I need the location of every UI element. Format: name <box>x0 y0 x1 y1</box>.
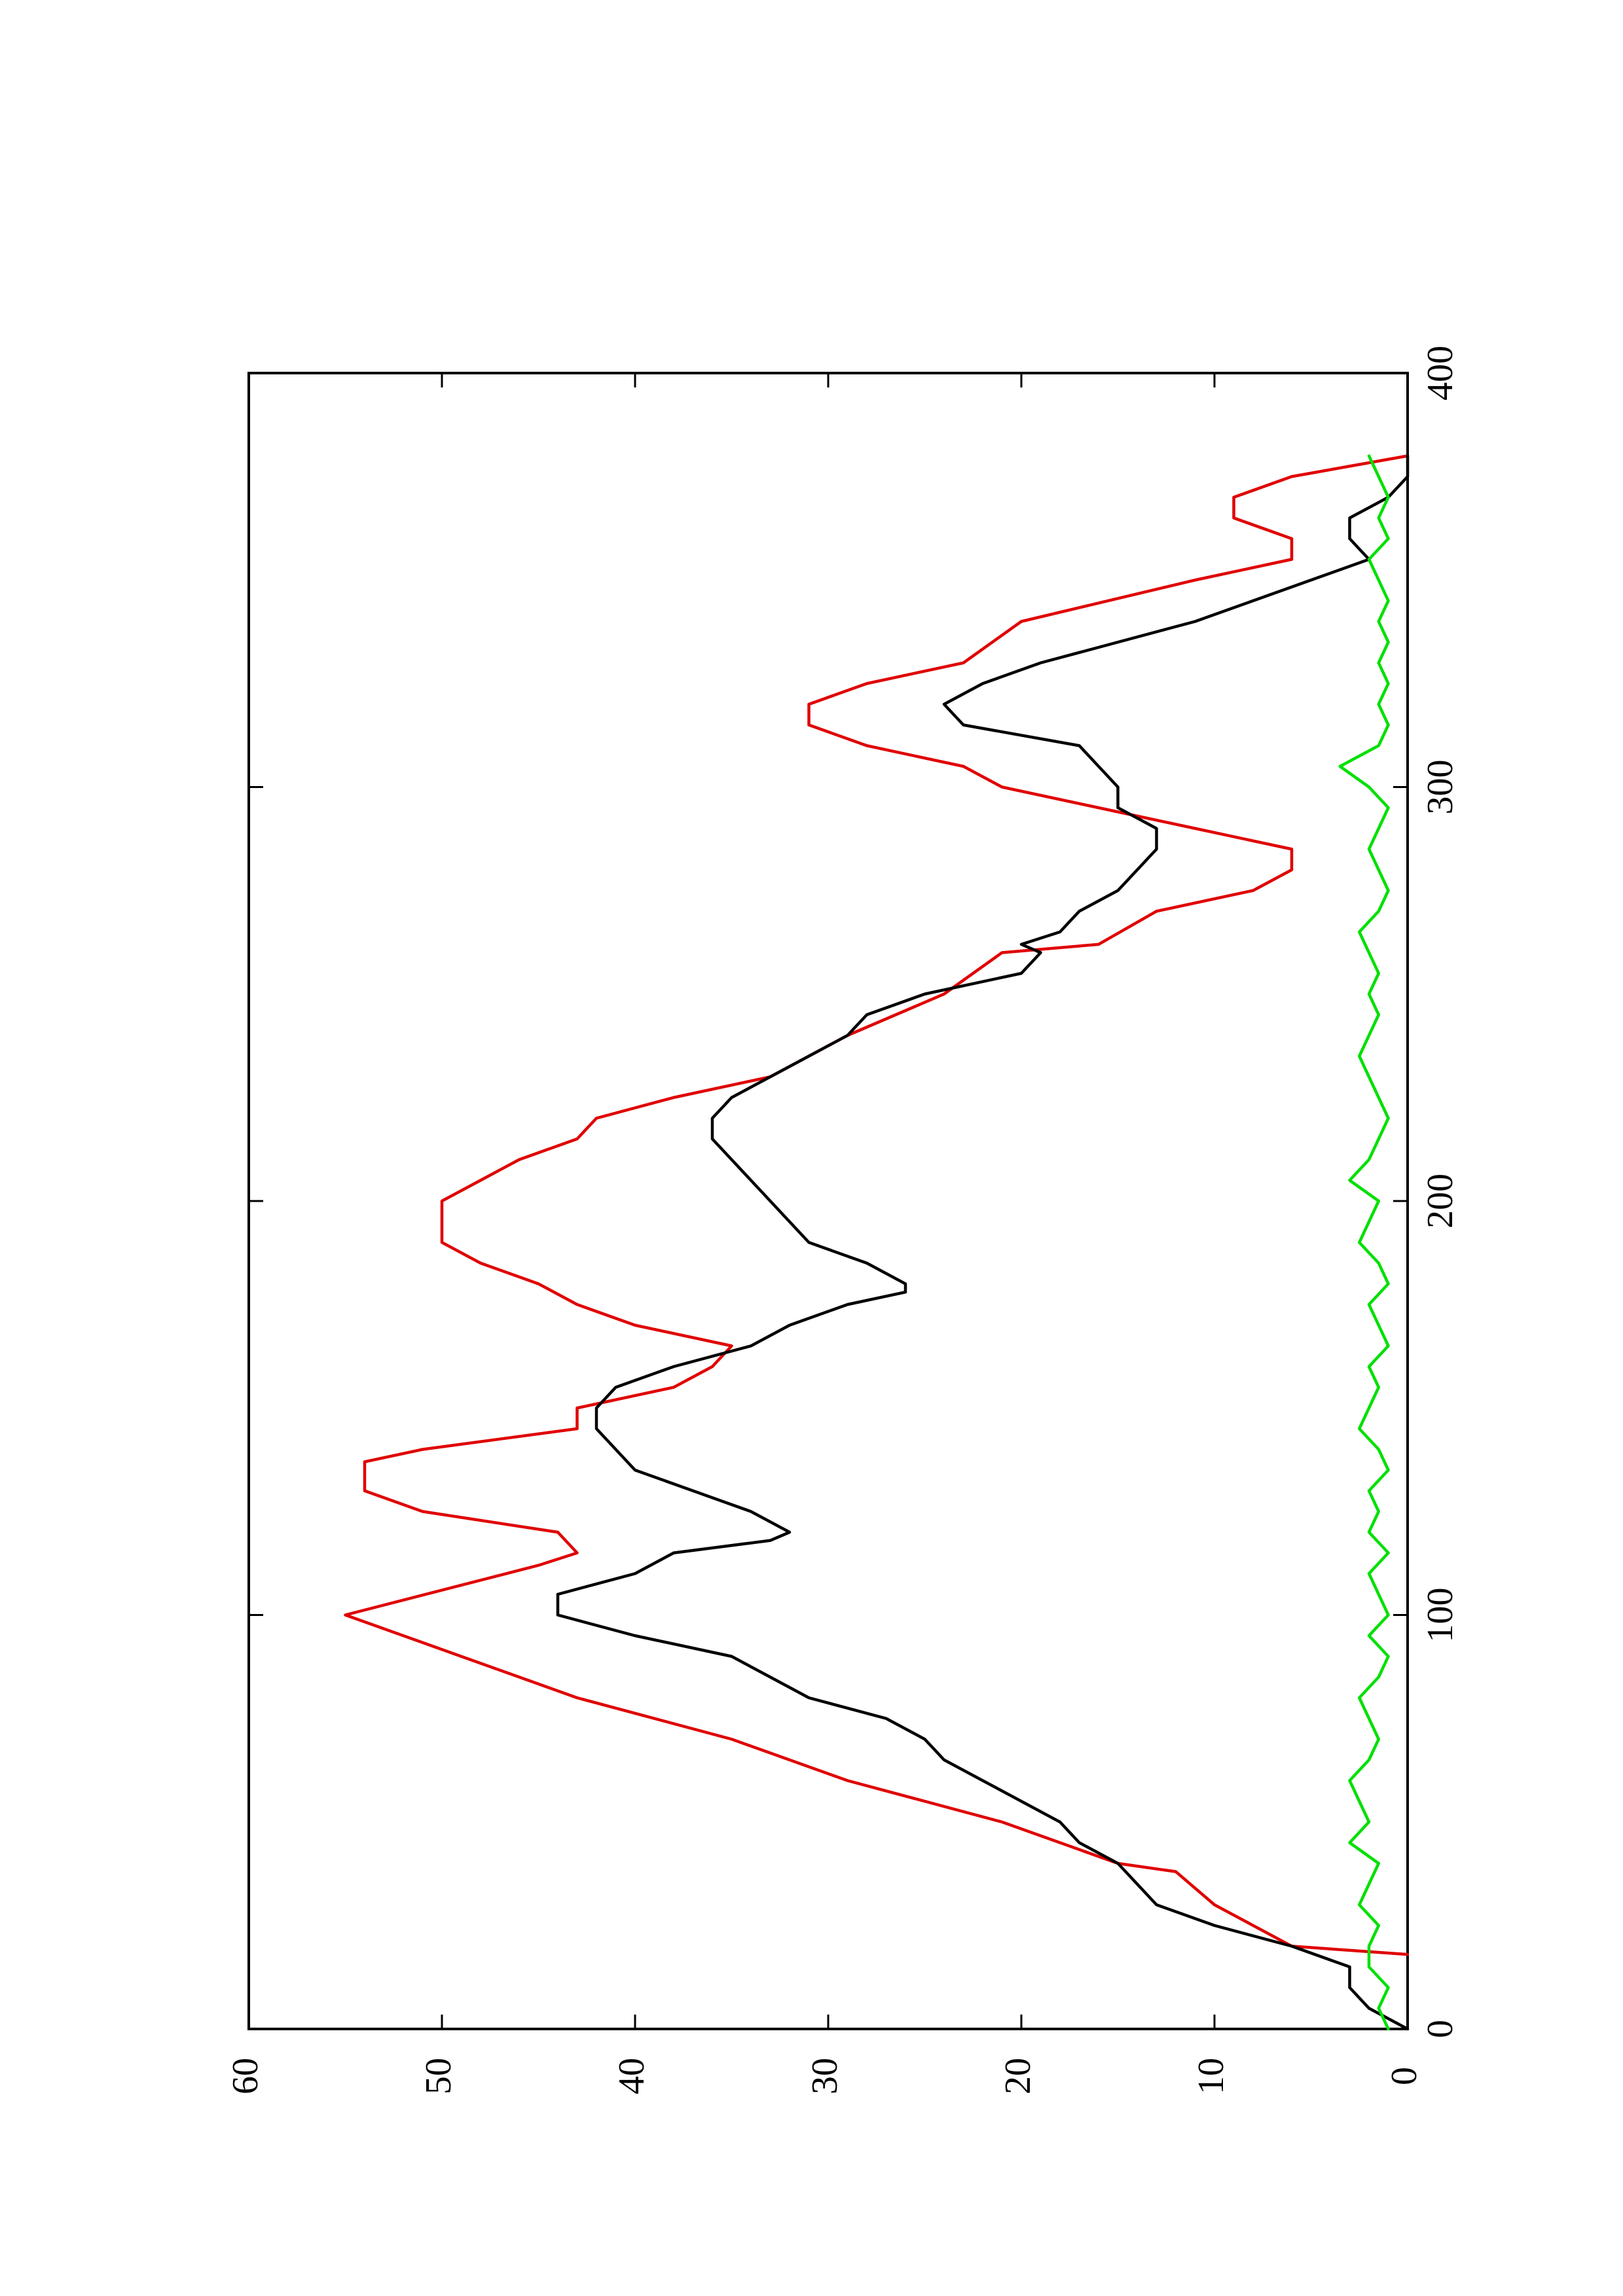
series-line-3 <box>1338 454 1390 2031</box>
y-tick-label: 20 <box>998 2058 1038 2094</box>
plot-area <box>247 372 1409 2030</box>
y-tick-label: 40 <box>611 2058 652 2094</box>
x-tick-label: 100 <box>1420 1588 1461 1643</box>
x-tick-label: 300 <box>1420 760 1461 815</box>
series-layer <box>344 454 1410 2031</box>
y-tick-label: 50 <box>418 2058 459 2094</box>
y-tick-label: 10 <box>1191 2058 1231 2094</box>
x-tick-label: 400 <box>1420 346 1461 401</box>
y-tick-label: 30 <box>805 2058 845 2094</box>
ticks-layer <box>249 373 1408 2029</box>
plot-frame <box>247 372 1409 2030</box>
x-tick-label: 0 <box>1420 2020 1461 2038</box>
x-tick-label: 200 <box>1420 1174 1461 1229</box>
y-tick-label: 0 <box>1384 2067 1425 2085</box>
tick-labels-layer: 0 100 200 300 400 0 10 20 30 40 50 60 <box>225 346 1461 2094</box>
y-tick-label: 60 <box>225 2058 266 2094</box>
series-line-2 <box>556 454 1410 2031</box>
series-line-1 <box>344 454 1410 1956</box>
